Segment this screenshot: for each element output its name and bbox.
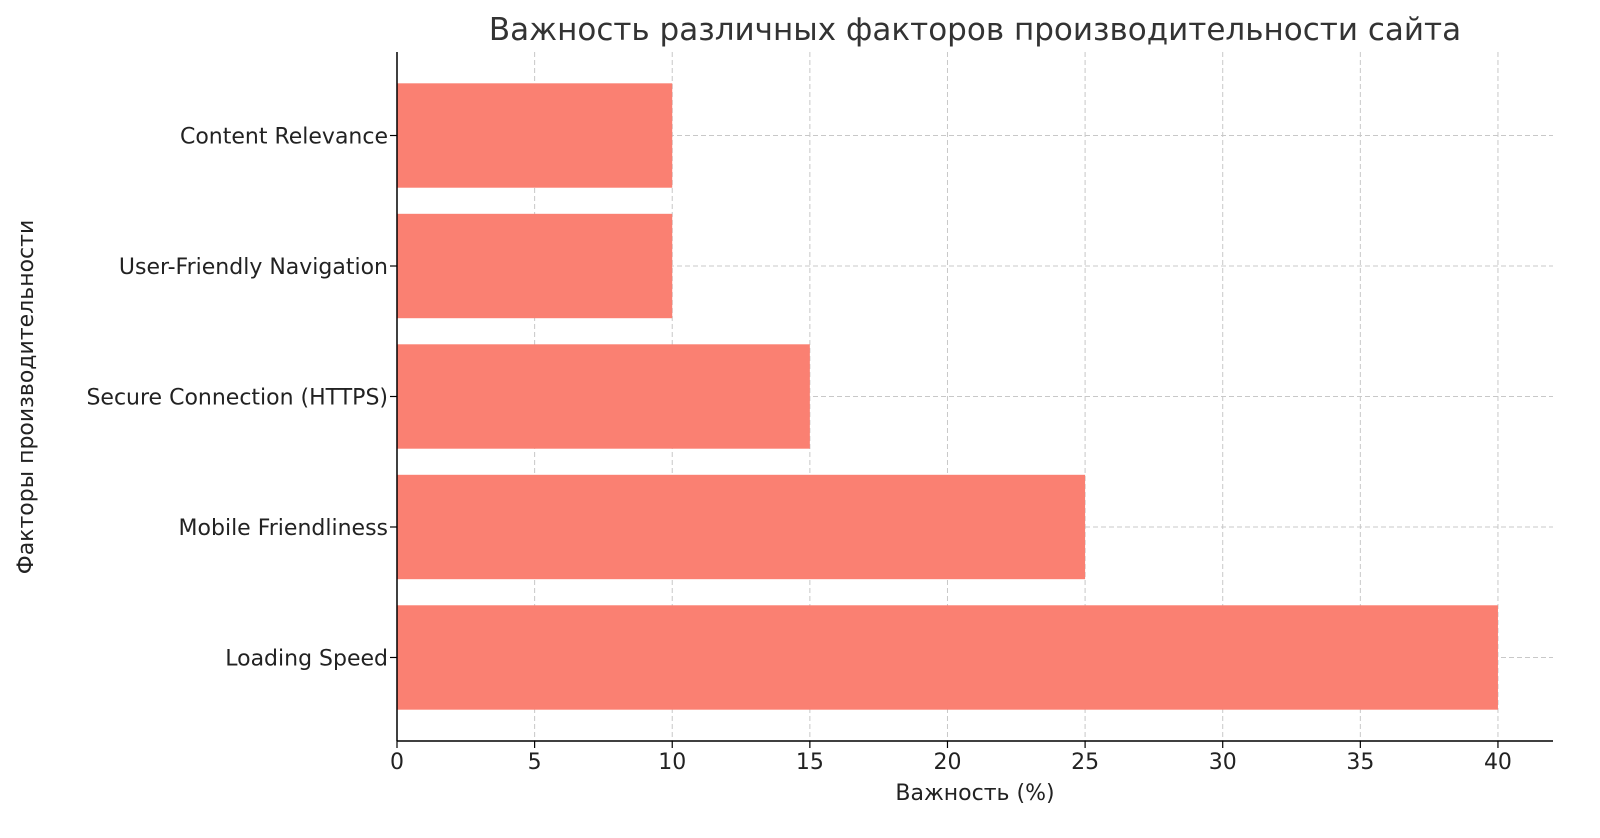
x-tick-label: 40 [1484,750,1512,775]
x-tick-label: 10 [658,750,686,775]
y-tick-label: Secure Connection (HTTPS) [86,386,388,411]
bar-user-friendly-navigation [397,213,673,319]
x-tick-label: 35 [1346,750,1374,775]
y-tick-label: User-Friendly Navigation [119,255,388,280]
x-tick-label: 15 [796,750,824,775]
x-tick-label: 5 [528,750,542,775]
y-tick-label: Content Relevance [180,125,388,150]
x-axis-label: Важность (%) [895,781,1054,806]
x-tick-label: 25 [1071,750,1099,775]
x-ticks: 0 5 10 15 20 25 30 35 40 [390,741,1512,775]
bar-mobile-friendliness [397,474,1086,580]
y-ticks: Loading Speed Mobile Friendliness Secure C… [86,125,397,671]
x-tick-label: 20 [933,750,961,775]
bars [397,83,1498,710]
bar-content-relevance [397,83,673,188]
y-tick-label: Loading Speed [225,646,388,671]
x-tick-label: 30 [1209,750,1237,775]
x-tick-label: 0 [390,750,404,775]
y-axis-label: Факторы производительности [14,220,39,574]
bar-loading-speed [397,605,1498,710]
y-tick-label: Mobile Friendliness [179,516,388,541]
bar-secure-connection-https [397,344,810,449]
chart-title: Важность различных факторов производител… [489,12,1461,48]
